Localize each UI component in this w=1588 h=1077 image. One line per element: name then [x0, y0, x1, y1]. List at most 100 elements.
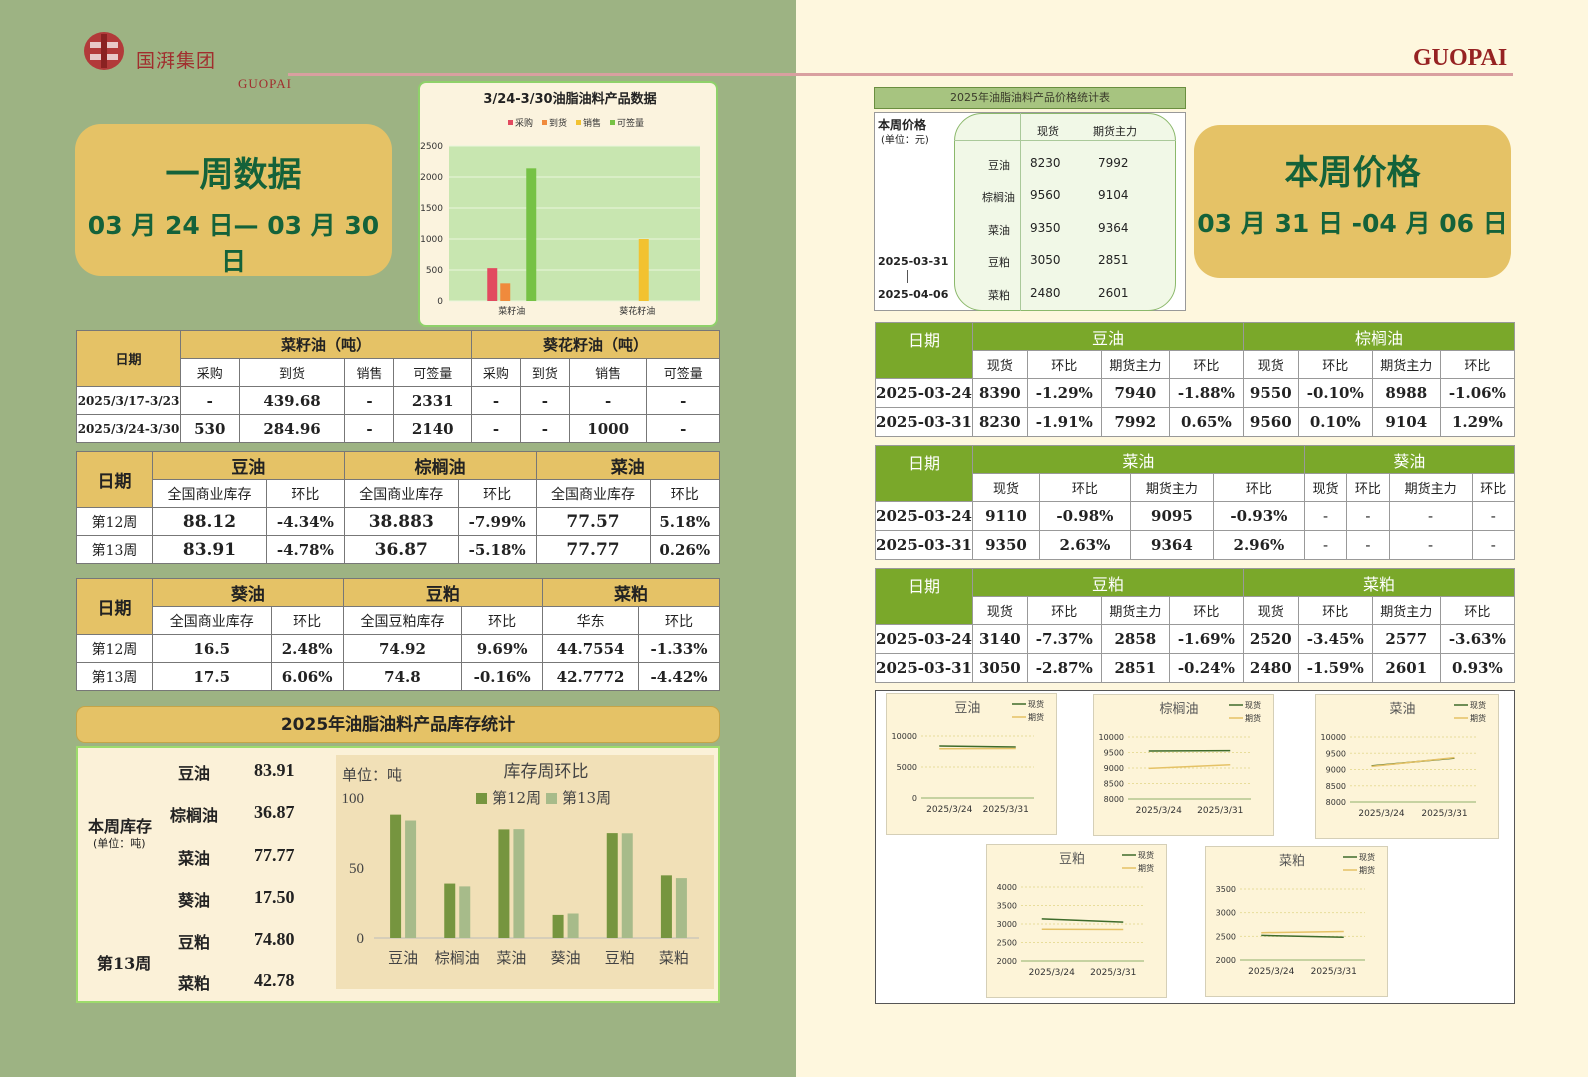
cell: 2331	[393, 386, 472, 415]
price-stats-label: 本周价格	[878, 118, 927, 132]
stock-table-2: 日期 葵油 豆粕 菜粕 全国商业库存 环比 全国豆粕库存 环比 华东 环比 第1…	[76, 578, 720, 691]
bar	[390, 814, 402, 938]
y-tick-label: 3000	[1216, 909, 1236, 918]
cell: 9104	[1371, 407, 1441, 437]
price-col-divider	[1020, 113, 1021, 311]
cell: -1.06%	[1439, 378, 1516, 408]
legend-label: 现货	[1028, 699, 1044, 709]
cell: -	[344, 414, 395, 443]
y-tick-label: 2500	[420, 142, 443, 152]
cell: -1.33%	[638, 634, 720, 663]
price-sub-header: 环比	[1346, 473, 1390, 502]
mini-charts-panel: 豆油 现货 期货 10000 5000 0 2025/3/24 2025/3/31 棕榈油 现货…	[875, 690, 1515, 1004]
y-tick-label: 5000	[897, 763, 917, 772]
cell: -	[519, 414, 570, 443]
cell: 3140	[972, 624, 1028, 654]
cell: 0.10%	[1297, 407, 1373, 437]
price-sub-header: 期货主力	[1388, 473, 1473, 502]
bar	[513, 829, 525, 938]
cell: 0.65%	[1168, 407, 1244, 437]
price3-date-header: 日期	[875, 568, 973, 625]
cell: 2.63%	[1038, 530, 1131, 560]
stock1-group-header: 豆油	[152, 451, 345, 480]
chart-unit: 单位：吨	[342, 766, 402, 784]
cell: -	[180, 386, 240, 415]
trade-sub-header: 销售	[344, 358, 395, 387]
legend-swatch	[508, 120, 513, 125]
spot-line	[939, 745, 1016, 748]
price-row-name: 菜粕	[988, 289, 1010, 302]
cell: -5.18%	[457, 535, 537, 564]
cell: -4.34%	[265, 507, 345, 536]
cell: 2480	[1242, 653, 1299, 683]
price-spot: 8230	[1030, 156, 1061, 170]
price-sub-header: 现货	[1242, 350, 1299, 379]
bar	[500, 283, 511, 301]
inventory-item-name: 菜油	[178, 849, 211, 868]
bar	[638, 239, 649, 301]
cell: -	[1388, 501, 1473, 531]
cell: 530	[180, 414, 240, 443]
cell: -	[1388, 530, 1473, 560]
company-name-en: GUOPAI	[238, 76, 292, 91]
price-sub-header: 期货主力	[1100, 596, 1170, 625]
y-tick-label: 4000	[997, 883, 1017, 892]
price-sub-header: 环比	[1168, 350, 1244, 379]
y-tick-label: 9000	[1104, 764, 1124, 773]
price1-date-header: 日期	[875, 322, 973, 379]
legend-label: 现货	[1245, 700, 1261, 710]
futures-line	[1148, 764, 1231, 770]
cell: -0.24%	[1168, 653, 1244, 683]
cell: 36.87	[343, 535, 459, 564]
y-tick-label: 3500	[997, 902, 1017, 911]
cell: 42.7772	[542, 662, 640, 691]
y-tick-label: 2000	[420, 173, 443, 183]
table-row: 第13周 83.91 -4.78% 36.87 -5.18% 77.77 0.2…	[76, 535, 720, 564]
legend-label: 期货	[1245, 713, 1261, 723]
table-row: 2025-03-24 9110 -0.98% 9095 -0.93% - - -…	[875, 501, 1516, 531]
cell: 9095	[1129, 501, 1214, 531]
stock2-sub-header: 环比	[270, 606, 344, 635]
futures-line	[1261, 930, 1344, 934]
price-futures: 7992	[1098, 156, 1129, 170]
bar	[552, 914, 564, 938]
row-date: 第13周	[76, 662, 153, 691]
cell: 5.18%	[649, 507, 720, 536]
y-tick-label: 500	[426, 266, 443, 276]
cell: 88.12	[152, 507, 267, 536]
stock2-group-header: 菜粕	[542, 578, 720, 607]
cell: -	[1471, 530, 1516, 560]
legend-swatch	[576, 120, 581, 125]
price-sub-header: 现货	[972, 473, 1040, 502]
y-tick-label: 2500	[997, 939, 1017, 948]
bar	[405, 820, 417, 938]
y-tick-label: 8500	[1326, 782, 1346, 791]
trade-date-header: 日期	[76, 330, 181, 387]
x-tick-label: 2025/3/31	[1197, 806, 1243, 816]
y-tick-label: 8500	[1104, 780, 1124, 789]
trade-sub-header: 可签量	[393, 358, 472, 387]
x-tick-label: 菜粕	[659, 949, 689, 967]
stock2-sub-header: 环比	[461, 606, 544, 635]
trade-table: 日期 菜籽油（吨） 葵花籽油（吨） 采购 到货 销售 可签量 采购 到货 销售 …	[76, 330, 721, 443]
price2-group-header: 菜油	[972, 445, 1305, 474]
bar	[487, 268, 498, 301]
stock1-sub-header: 环比	[265, 479, 345, 508]
x-tick-label: 2025/3/31	[1311, 967, 1357, 977]
x-tick-label: 2025/3/24	[1136, 806, 1182, 816]
cell: 1000	[568, 414, 648, 443]
cell: -7.99%	[457, 507, 537, 536]
stock1-sub-header: 环比	[457, 479, 537, 508]
cell: 74.8	[342, 662, 463, 691]
stock2-group-header: 豆粕	[342, 578, 544, 607]
trade-group2-header: 葵花籽油（吨）	[470, 330, 721, 359]
cell: 2858	[1100, 624, 1170, 654]
price-sub-header: 环比	[1297, 596, 1373, 625]
cell: -	[646, 386, 720, 415]
cell: 1.29%	[1439, 407, 1516, 437]
mini-chart: 菜粕 现货 期货 3500 3000 2500 2000 2025/3/24 2025/3/31	[1205, 846, 1388, 997]
cell: -0.93%	[1212, 501, 1305, 531]
stock2-sub-header: 华东	[542, 606, 640, 635]
